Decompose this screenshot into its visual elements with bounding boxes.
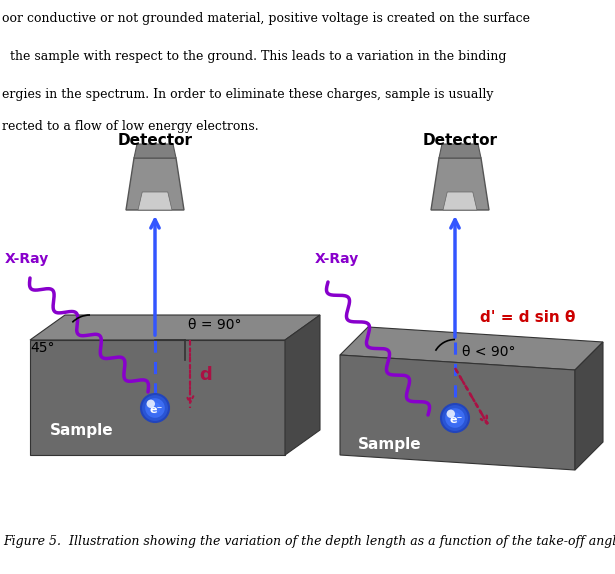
Polygon shape: [285, 315, 320, 455]
Polygon shape: [575, 342, 603, 470]
Text: Sample: Sample: [50, 422, 114, 437]
Text: e⁻: e⁻: [450, 415, 462, 425]
Circle shape: [146, 400, 155, 408]
Circle shape: [141, 394, 169, 422]
Text: θ = 90°: θ = 90°: [188, 318, 242, 332]
Text: 45°: 45°: [30, 341, 55, 355]
Polygon shape: [340, 355, 575, 470]
Polygon shape: [340, 327, 603, 370]
Text: X-Ray: X-Ray: [315, 252, 359, 266]
Text: Detector: Detector: [117, 133, 192, 148]
Polygon shape: [138, 192, 172, 210]
Polygon shape: [134, 144, 176, 158]
Text: d: d: [199, 366, 212, 384]
Circle shape: [446, 410, 455, 418]
Text: Detector: Detector: [423, 133, 498, 148]
Circle shape: [141, 394, 169, 422]
Text: θ < 90°: θ < 90°: [462, 345, 515, 359]
Text: rected to a flow of low energy electrons.: rected to a flow of low energy electrons…: [2, 120, 259, 133]
Text: Figure 5.  Illustration showing the variation of the depth length as a function : Figure 5. Illustration showing the varia…: [3, 535, 615, 548]
Text: d' = d sin θ: d' = d sin θ: [480, 311, 576, 325]
Polygon shape: [30, 340, 285, 455]
Polygon shape: [443, 192, 477, 210]
Circle shape: [441, 404, 469, 432]
Text: Sample: Sample: [358, 437, 422, 452]
Text: ergies in the spectrum. In order to eliminate these charges, sample is usually: ergies in the spectrum. In order to elim…: [2, 88, 493, 101]
Polygon shape: [126, 158, 184, 210]
Polygon shape: [431, 158, 489, 210]
Circle shape: [445, 408, 465, 428]
Text: e⁻: e⁻: [149, 405, 163, 415]
Circle shape: [145, 398, 165, 418]
Circle shape: [450, 412, 461, 424]
Circle shape: [441, 404, 469, 432]
Text: the sample with respect to the ground. This leads to a variation in the binding: the sample with respect to the ground. T…: [2, 50, 507, 63]
Circle shape: [149, 402, 161, 414]
Polygon shape: [30, 315, 320, 340]
Polygon shape: [439, 144, 481, 158]
Text: oor conductive or not grounded material, positive voltage is created on the surf: oor conductive or not grounded material,…: [2, 12, 530, 25]
Text: X-Ray: X-Ray: [5, 252, 49, 266]
